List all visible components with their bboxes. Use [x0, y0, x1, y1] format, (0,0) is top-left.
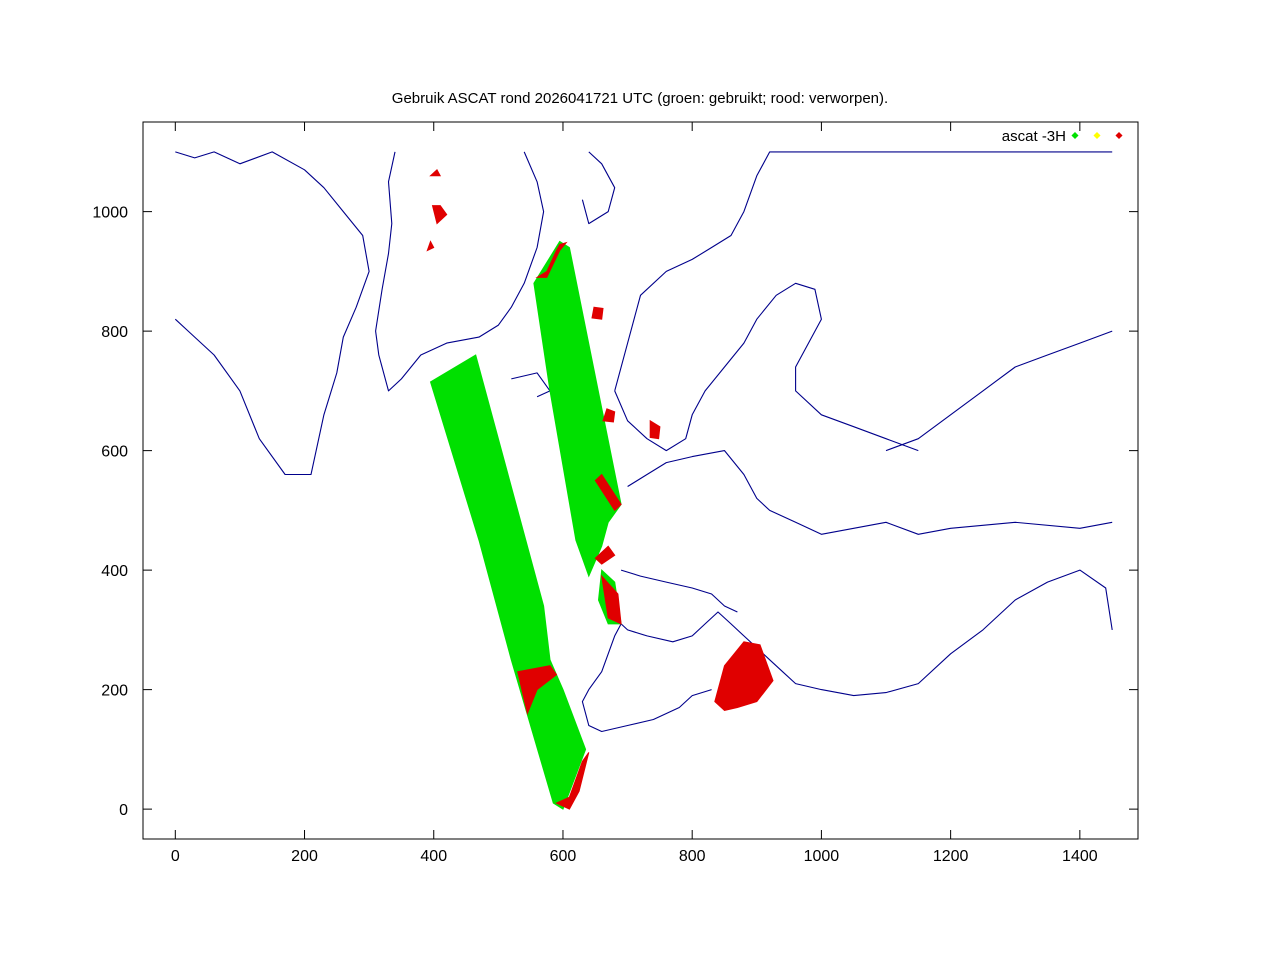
legend-marker-0: [1071, 131, 1079, 140]
rejected-region-11: [555, 752, 590, 810]
x-tick-label: 400: [420, 848, 447, 865]
rejected-region-10: [517, 665, 558, 716]
y-tick-label: 1000: [92, 205, 128, 222]
x-tick-label: 800: [679, 848, 706, 865]
observations-rejected: [426, 168, 774, 810]
x-tick-label: 200: [291, 848, 318, 865]
x-tick-label: 600: [550, 848, 577, 865]
rejected-region-6: [649, 419, 661, 440]
x-tick-label: 1400: [1062, 848, 1098, 865]
legend-marker-2: [1115, 131, 1123, 140]
coastline-0: [174, 151, 370, 476]
coastline-11: [885, 330, 1113, 452]
rejected-region-8: [594, 545, 616, 565]
legend-label: ascat -3H: [1002, 128, 1066, 145]
rejected-region-12: [714, 641, 774, 712]
rejected-region-3: [535, 241, 568, 278]
coastline-1: [375, 151, 545, 392]
legend: ascat -3H: [1002, 128, 1123, 145]
coastline-5: [614, 282, 919, 452]
used-swath-1: [533, 240, 622, 578]
rejected-region-7: [594, 473, 622, 512]
y-tick-label: 800: [101, 324, 128, 341]
coastline-2: [511, 372, 551, 398]
y-tick-label: 400: [101, 563, 128, 580]
coastline-10: [581, 623, 712, 733]
x-tick-label: 1200: [933, 848, 969, 865]
rejected-region-1: [431, 205, 448, 225]
map-coastlines: [174, 151, 1113, 733]
y-tick-label: 600: [101, 444, 128, 461]
y-axis: 0 200 400 600 800 1000: [92, 205, 1138, 819]
y-tick-label: 200: [101, 683, 128, 700]
rejected-region-5: [602, 408, 616, 423]
chart-title: Gebruik ASCAT rond 2026041721 UTC (groen…: [392, 90, 888, 107]
x-tick-label: 1000: [804, 848, 840, 865]
coastline-3: [581, 151, 616, 225]
coastline-8: [620, 569, 738, 613]
x-axis: 0 200 400 600 800 1000 1200 1400: [171, 122, 1098, 865]
y-tick-label: 0: [119, 802, 128, 819]
rejected-region-2: [426, 240, 435, 252]
legend-marker-1: [1093, 131, 1101, 140]
rejected-region-0: [429, 168, 442, 177]
coastline-9: [620, 569, 1113, 697]
rejected-region-9: [600, 574, 622, 625]
plot-frame: [142, 121, 1139, 840]
rejected-region-4: [591, 306, 604, 320]
coastline-7: [627, 450, 1113, 535]
observations-used: [429, 240, 771, 810]
x-tick-label: 0: [171, 848, 180, 865]
used-swath-0: [429, 354, 587, 810]
coastline-4: [614, 151, 1113, 392]
